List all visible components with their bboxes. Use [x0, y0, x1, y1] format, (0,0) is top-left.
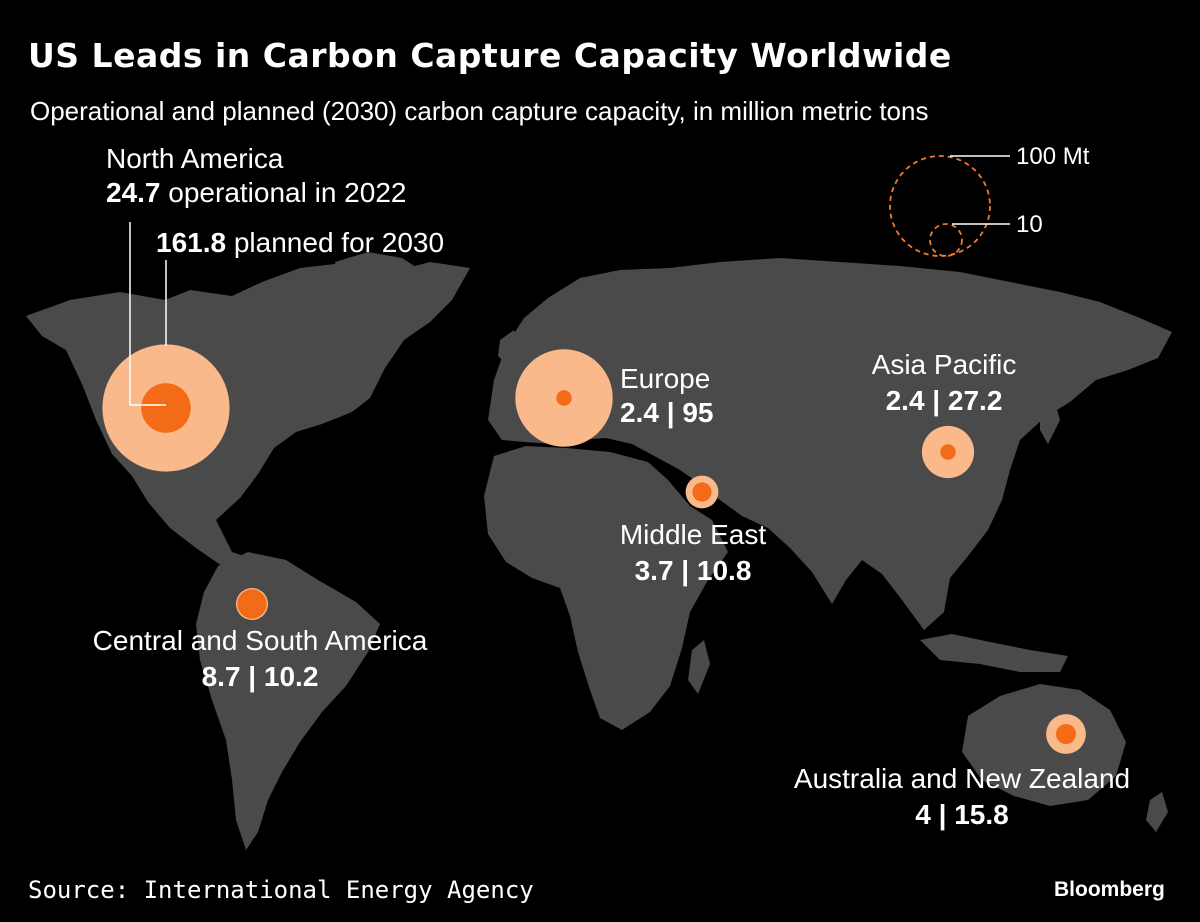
chart-title: US Leads in Carbon Capture Capacity Worl…	[28, 36, 952, 75]
bubble-operational-north-america	[141, 383, 191, 433]
legend-leaders	[950, 155, 1010, 225]
label-europe-values: 2.4 | 95	[620, 397, 714, 428]
land-eurasia	[488, 258, 1172, 630]
legend-circle-100	[889, 155, 991, 257]
label-north-america-name: North America	[106, 143, 284, 174]
chart-subtitle: Operational and planned (2030) carbon ca…	[30, 96, 929, 126]
land-japan	[1040, 392, 1060, 444]
land-madagascar	[688, 640, 710, 694]
label-north-america-operational: 24.7 operational in 2022	[106, 176, 406, 210]
land-australia	[962, 684, 1126, 806]
north-america-operational-text: operational in 2022	[160, 177, 407, 208]
north-america-planned-value: 161.8	[156, 227, 227, 258]
label-south-america-values: 8.7 | 10.2	[201, 661, 319, 692]
source-note: Source: International Energy Agency	[28, 876, 534, 904]
leader-operational	[129, 222, 166, 406]
label-oceania-name: Australia and New Zealand	[793, 763, 1131, 794]
bubble-operational-middle-east	[692, 482, 712, 502]
land-greenland	[335, 252, 424, 330]
north-america-leaders	[129, 222, 167, 406]
land-masses	[26, 252, 1172, 850]
bubble-operational-asia-pacific	[940, 444, 956, 460]
bloomberg-logo: Bloomberg	[1054, 878, 1165, 901]
legend-label-large: 100 Mt	[1016, 143, 1090, 170]
legend-circle-10	[929, 223, 963, 257]
label-oceania-values: 4 | 15.8	[915, 799, 1009, 830]
bubble-layer	[102, 344, 1086, 754]
label-asia-pacific-values: 2.4 | 27.2	[885, 385, 1003, 416]
land-indonesia	[920, 634, 1068, 672]
label-europe-name: Europe	[620, 363, 711, 394]
label-middle-east-values: 3.7 | 10.8	[634, 555, 752, 586]
size-legend	[889, 155, 991, 257]
land-south-america	[196, 552, 380, 850]
land-north-america	[26, 262, 470, 566]
land-uk	[498, 330, 520, 366]
north-america-planned-text: planned for 2030	[226, 227, 445, 258]
land-africa	[484, 446, 728, 730]
label-middle-east-name: Middle East	[619, 519, 767, 550]
legend-label-small: 10	[1016, 211, 1043, 238]
north-america-operational-value: 24.7	[106, 177, 161, 208]
land-new-zealand	[1146, 792, 1168, 832]
bubble-operational-australia-and-new-zealand	[1056, 724, 1076, 744]
bubble-operational-europe	[556, 390, 572, 406]
label-south-america-name: Central and South America	[92, 625, 428, 656]
label-north-america-planned: 161.8 planned for 2030	[156, 226, 444, 260]
label-asia-pacific-name: Asia Pacific	[871, 349, 1017, 380]
bubble-operational-central-and-south-america	[237, 589, 267, 619]
